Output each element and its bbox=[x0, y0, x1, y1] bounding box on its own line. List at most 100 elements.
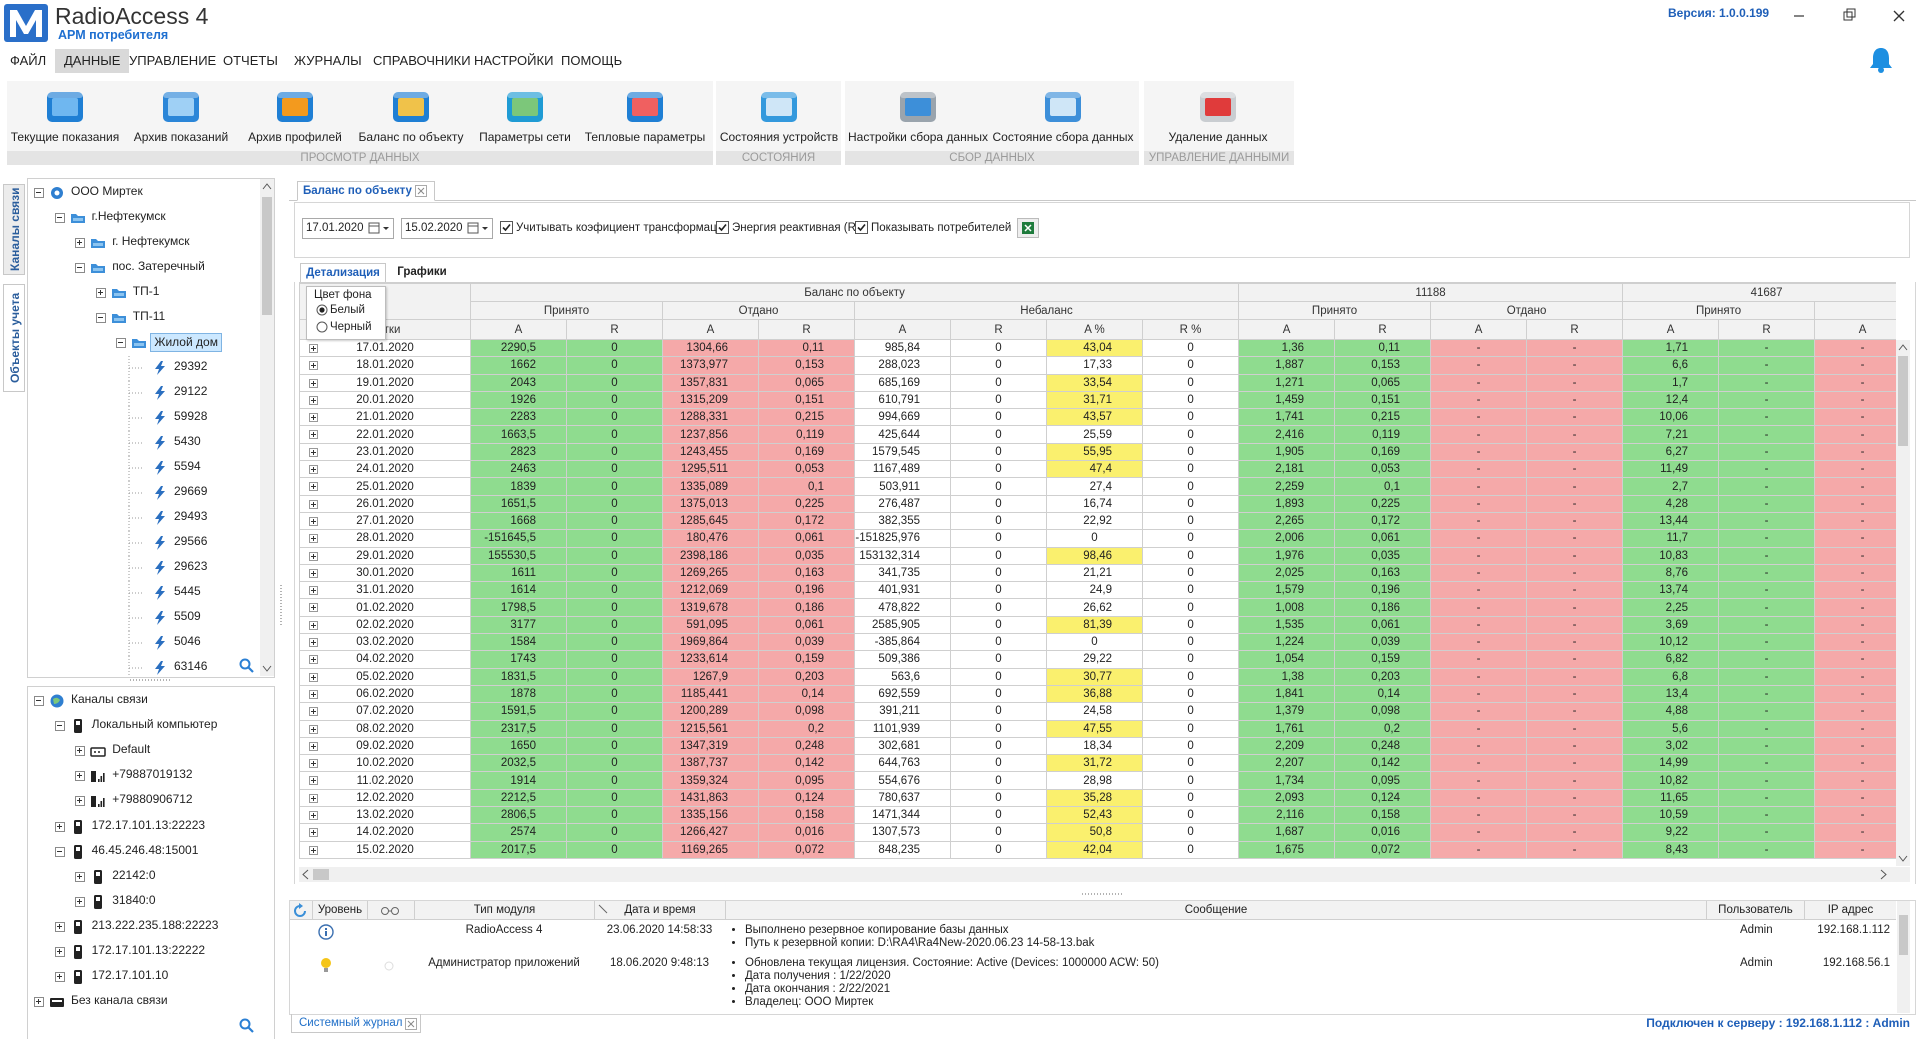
tree-node-label[interactable]: 22142:0 bbox=[112, 867, 156, 882]
tree-expander[interactable] bbox=[75, 263, 86, 273]
ribbon-button-icon[interactable] bbox=[45, 88, 85, 126]
row-expander[interactable] bbox=[309, 568, 318, 578]
tree-expander[interactable] bbox=[54, 721, 65, 732]
row-expander[interactable] bbox=[309, 689, 318, 699]
row-expander[interactable] bbox=[309, 499, 318, 509]
ribbon-button-icon[interactable] bbox=[898, 88, 938, 126]
tab-close[interactable] bbox=[415, 185, 427, 197]
bottom-tab[interactable]: Системный журнал bbox=[291, 1014, 421, 1033]
tree-expander[interactable] bbox=[54, 947, 65, 957]
ribbon-button-label[interactable]: Тепловые параметры bbox=[584, 130, 706, 144]
radio-label[interactable]: Белый bbox=[330, 304, 365, 316]
export-excel-button[interactable] bbox=[1017, 218, 1039, 238]
row-expander[interactable] bbox=[309, 413, 318, 423]
log-column-header[interactable]: IP адрес bbox=[1804, 901, 1896, 920]
tree-node-label[interactable]: Без канала связи bbox=[71, 993, 168, 1008]
tree-node-label[interactable]: 29623 bbox=[174, 559, 208, 573]
tree-node-label[interactable]: 5445 bbox=[174, 584, 201, 598]
row-expander[interactable] bbox=[309, 845, 318, 855]
ribbon-button-icon[interactable] bbox=[625, 88, 665, 126]
side-tab[interactable]: Каналы связи bbox=[3, 184, 25, 275]
log-refresh-icon[interactable] bbox=[292, 903, 308, 919]
checkbox[interactable] bbox=[855, 221, 869, 235]
tree-node-label[interactable]: 29122 bbox=[174, 384, 208, 398]
log-vscrollbar[interactable] bbox=[1897, 901, 1910, 1013]
row-expander[interactable] bbox=[309, 638, 318, 648]
menu-item[interactable]: НАСТРОЙКИ bbox=[474, 53, 554, 68]
menu-item[interactable]: УПРАВЛЕНИЕ bbox=[129, 53, 217, 68]
ribbon-button-icon[interactable] bbox=[275, 88, 315, 126]
tree-expander[interactable] bbox=[75, 771, 86, 782]
tree-expander[interactable] bbox=[54, 972, 65, 983]
ribbon-button-icon[interactable] bbox=[1043, 88, 1083, 126]
tree-expander[interactable] bbox=[34, 696, 44, 706]
tree-expander[interactable] bbox=[116, 338, 127, 348]
menu-item[interactable]: ОТЧЕТЫ bbox=[223, 53, 278, 68]
row-expander[interactable] bbox=[309, 482, 318, 492]
ribbon-button-label[interactable]: Настройки сбора данных bbox=[848, 130, 988, 144]
tree-node-label[interactable]: 29392 bbox=[174, 359, 208, 373]
tree-node-label[interactable]: 5509 bbox=[174, 609, 201, 623]
ribbon-button-label[interactable]: Баланс по объекту bbox=[358, 130, 464, 144]
row-expander[interactable] bbox=[309, 447, 318, 457]
menu-item[interactable]: ДАННЫЕ bbox=[55, 49, 130, 73]
log-column-header[interactable]: Уровень bbox=[312, 901, 367, 920]
row-expander[interactable] bbox=[309, 395, 318, 405]
log-column-header[interactable]: Пользователь bbox=[1706, 901, 1804, 920]
tree-node-label[interactable]: 5430 bbox=[174, 434, 201, 448]
tree-node-label[interactable]: 172.17.101.10 bbox=[91, 968, 169, 983]
row-expander[interactable] bbox=[309, 776, 318, 786]
tree-node-label[interactable]: ТП-11 bbox=[132, 309, 166, 323]
date-picker-button[interactable] bbox=[368, 221, 392, 236]
date-input[interactable]: 15.02.2020 bbox=[401, 218, 493, 239]
checkbox[interactable] bbox=[716, 221, 730, 235]
tree-expander[interactable] bbox=[75, 746, 86, 757]
tree-node-label[interactable]: 59928 bbox=[174, 409, 208, 423]
row-expander[interactable] bbox=[309, 828, 318, 838]
sub-tab[interactable]: Детализация bbox=[300, 263, 386, 282]
search-icon[interactable] bbox=[239, 1018, 255, 1034]
row-expander[interactable] bbox=[309, 655, 318, 665]
row-expander[interactable] bbox=[309, 551, 318, 561]
row-expander[interactable] bbox=[309, 378, 318, 388]
tree-node-label[interactable]: 5046 bbox=[174, 634, 201, 648]
log-column-header[interactable]: Сообщение bbox=[725, 901, 1706, 920]
tree-expander[interactable] bbox=[75, 796, 86, 807]
tree-node-label[interactable]: Default bbox=[112, 742, 151, 757]
checkbox-label[interactable]: Учитывать коэфициент трансформации bbox=[516, 222, 730, 234]
row-expander[interactable] bbox=[309, 516, 318, 526]
tree-expander[interactable] bbox=[54, 213, 65, 223]
tree-node-label[interactable]: 172.17.101.13:22222 bbox=[91, 943, 206, 957]
tree-expander[interactable] bbox=[95, 313, 106, 323]
ribbon-button-label[interactable]: Архив профилей bbox=[248, 130, 342, 144]
tree-node-label[interactable]: Локальный компьютер bbox=[91, 717, 218, 732]
tree-node-label[interactable]: 63146 bbox=[174, 659, 208, 673]
ribbon-button-label[interactable]: Архив показаний bbox=[133, 130, 229, 144]
tree-node-label[interactable]: 29669 bbox=[174, 484, 208, 498]
tree-node-label[interactable]: г.Нефтекумск bbox=[91, 209, 166, 223]
tree-node-label[interactable]: ТП-1 bbox=[132, 284, 160, 298]
row-expander[interactable] bbox=[309, 586, 318, 596]
search-icon[interactable] bbox=[239, 658, 255, 674]
checkbox-label[interactable]: Энергия реактивная (R) bbox=[732, 222, 860, 234]
ribbon-button-icon[interactable] bbox=[1198, 88, 1238, 126]
tab-close[interactable] bbox=[405, 1018, 417, 1030]
tree-node-label[interactable]: 29493 bbox=[174, 509, 208, 523]
row-expander[interactable] bbox=[309, 620, 318, 630]
document-tab[interactable]: Баланс по объекту bbox=[297, 181, 435, 201]
row-expander[interactable] bbox=[309, 811, 318, 821]
tree-node-label[interactable]: 172.17.101.13:22223 bbox=[91, 817, 206, 832]
tree-node-label[interactable]: ООО Миртек bbox=[71, 184, 143, 198]
tree-expander[interactable] bbox=[75, 238, 86, 248]
tree-node-label[interactable]: пос. Затеречный bbox=[112, 259, 205, 273]
row-expander[interactable] bbox=[309, 741, 318, 751]
tree-expander[interactable] bbox=[95, 288, 106, 298]
menu-item[interactable]: СПРАВОЧНИКИ bbox=[373, 53, 471, 68]
tree-expander[interactable] bbox=[34, 997, 44, 1008]
side-tab[interactable]: Объекты учета bbox=[3, 284, 25, 392]
tree-scrollbar[interactable] bbox=[260, 179, 274, 676]
row-expander[interactable] bbox=[309, 759, 318, 769]
ribbon-button-label[interactable]: Состояния устройств bbox=[719, 130, 839, 144]
table-hscrollbar[interactable] bbox=[299, 867, 1910, 882]
tree-node-label[interactable]: 213.222.235.188:22223 bbox=[91, 917, 219, 932]
